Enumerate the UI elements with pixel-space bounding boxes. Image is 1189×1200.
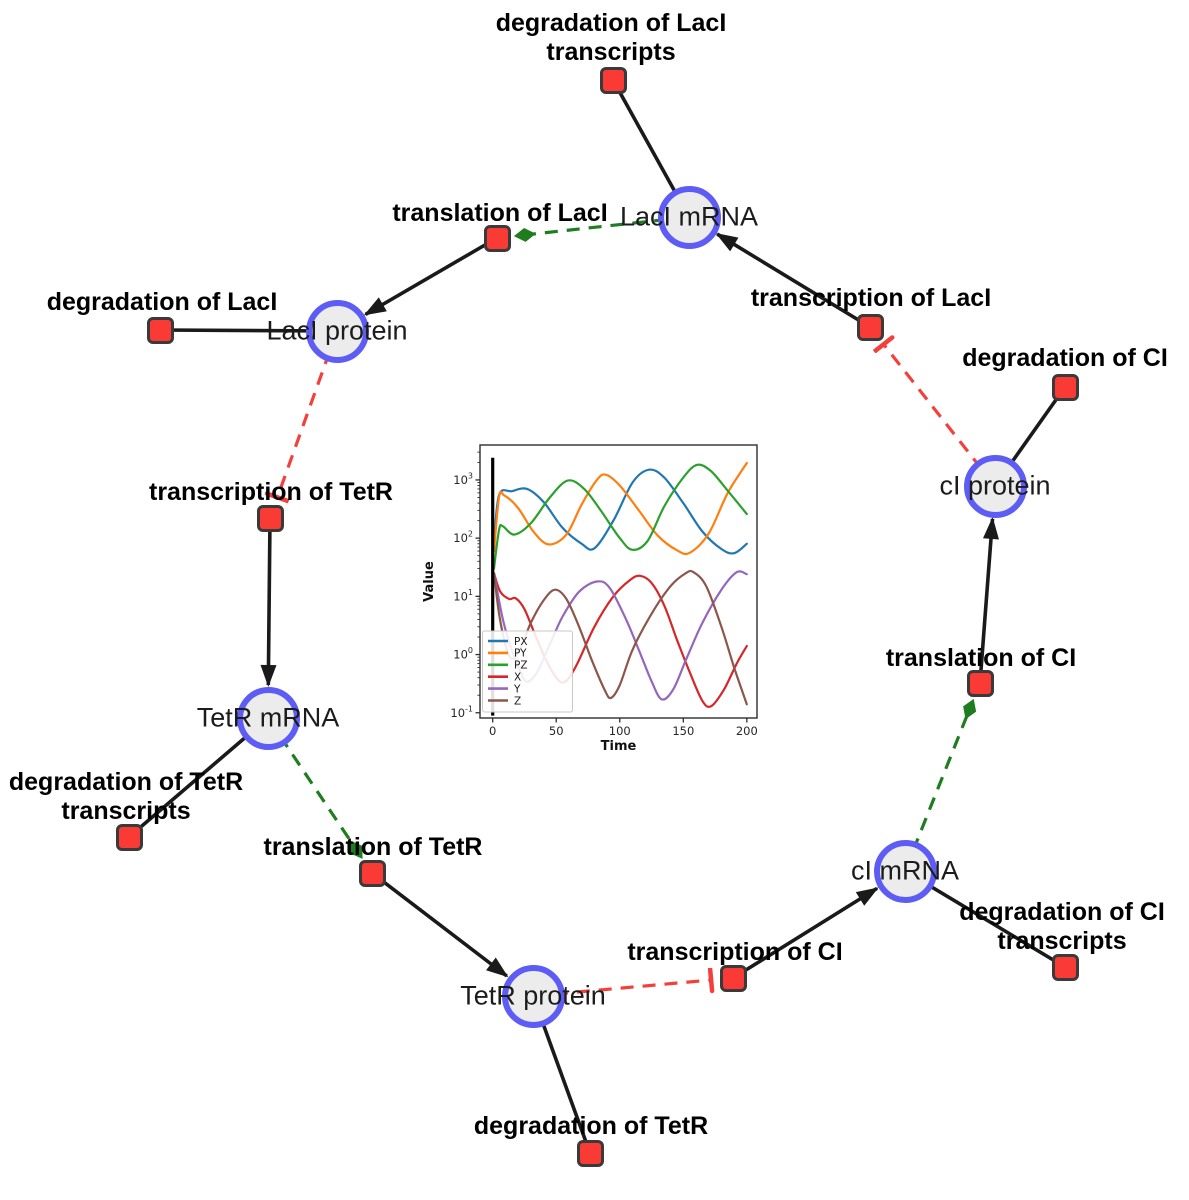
reaction-node-transcription-cI[interactable] <box>719 964 747 992</box>
reaction-node-degradation-cI-transcripts[interactable] <box>1051 953 1079 981</box>
reaction-label-line: translation of CI <box>885 644 1077 672</box>
legend-label-Z: Z <box>514 695 521 707</box>
series-line-PX <box>492 468 748 555</box>
x-tick-label: 50 <box>549 724 564 738</box>
species-label-tetR-mRNA: TetR mRNA <box>196 702 340 733</box>
series-line-PZ <box>492 463 748 570</box>
reaction-label-line: transcripts <box>61 797 191 825</box>
species-node-cI-mRNA[interactable] <box>873 839 937 903</box>
species-label-lacI-mRNA: LacI mRNA <box>619 201 759 232</box>
product-edge-translation-tetR-to-tetR-protein <box>370 871 509 978</box>
x-tick-label: 150 <box>672 724 694 738</box>
reaction-label-line: transcription of CI <box>627 938 843 966</box>
reaction-label-line: degradation of CI <box>962 344 1168 372</box>
product-edge-translation-lacI-to-lacI-protein <box>363 236 498 316</box>
species-node-tetR-protein[interactable] <box>501 964 565 1028</box>
reaction-node-transcription-tetR[interactable] <box>256 504 284 532</box>
species-label-lacI-protein: LacI protein <box>266 315 408 346</box>
reaction-label-degradation-cI: degradation of CI <box>962 344 1168 373</box>
product-edge-transcription-tetR-to-tetR-mRNA <box>260 517 277 687</box>
reaction-label-translation-lacI: translation of LacI <box>392 199 607 228</box>
reaction-label-translation-cI: translation of CI <box>886 644 1076 673</box>
species-node-cI-protein[interactable] <box>963 454 1027 518</box>
reaction-node-degradation-cI[interactable] <box>1051 373 1079 401</box>
legend-label-PY: PY <box>514 648 527 660</box>
reaction-label-line: transcription of LacI <box>750 284 992 312</box>
reaction-label-line: degradation of TetR <box>473 1112 709 1140</box>
y-axis-title: Value <box>422 561 437 602</box>
legend-label-Y: Y <box>513 683 521 695</box>
timecourse-plot: 0 50 100 150 20010-1100101102103TimeValuePXP… <box>422 444 758 754</box>
reaction-label-line: degradation of TetR <box>8 768 244 796</box>
product-edge-transcription-cI-to-cI-mRNA <box>732 886 879 980</box>
reaction-node-degradation-tetR-transcripts[interactable] <box>115 823 143 851</box>
reaction-label-degradation-tetR: degradation of TetR <box>474 1112 708 1141</box>
legend-label-PX: PX <box>514 636 528 648</box>
reaction-label-line: transcripts <box>546 38 676 66</box>
x-axis-title: Time <box>601 739 637 754</box>
reaction-label-transcription-lacI: transcription of LacI <box>751 284 991 313</box>
reaction-label-line: translation of TetR <box>263 833 483 861</box>
x-tick-label: 100 <box>609 724 631 738</box>
legend-label-PZ: PZ <box>514 660 528 672</box>
species-node-lacI-mRNA[interactable] <box>657 185 721 249</box>
reaction-label-line: degradation of LacI <box>495 9 727 37</box>
species-node-tetR-mRNA[interactable] <box>236 686 300 750</box>
reaction-node-degradation-tetR[interactable] <box>576 1139 604 1167</box>
reaction-label-transcription-tetR: transcription of TetR <box>149 478 393 507</box>
species-label-cI-protein: cI protein <box>939 470 1051 501</box>
reaction-label-transcription-cI: transcription of CI <box>627 938 842 967</box>
legend-label-X: X <box>514 672 521 684</box>
reaction-label-degradation-cI-transcripts: degradation of CI transcripts <box>959 898 1165 956</box>
species-label-tetR-protein: TetR protein <box>460 980 606 1011</box>
series-line-X <box>492 572 748 708</box>
species-node-lacI-protein[interactable] <box>305 299 369 363</box>
reaction-node-transcription-lacI[interactable] <box>856 313 884 341</box>
reaction-node-degradation-lacI-transcripts[interactable] <box>599 66 627 94</box>
reaction-label-line: transcripts <box>997 927 1127 955</box>
reaction-node-translation-lacI[interactable] <box>483 224 511 252</box>
product-edge-translation-cI-to-cI-protein <box>978 516 999 684</box>
reaction-label-degradation-lacI-transcripts: degradation of LacI transcripts <box>496 9 727 67</box>
series-line-PY <box>492 461 748 556</box>
x-tick-label: 200 <box>736 724 758 738</box>
reaction-label-degradation-tetR-transcripts: degradation of TetR transcripts <box>9 768 243 826</box>
reaction-node-degradation-lacI[interactable] <box>146 316 174 344</box>
reaction-label-translation-tetR: translation of TetR <box>264 833 483 862</box>
reaction-label-line: translation of LacI <box>392 199 608 227</box>
reaction-label-line: degradation of CI <box>959 898 1165 926</box>
reaction-label-degradation-lacI: degradation of LacI <box>47 288 278 317</box>
x-tick-label: 0 <box>489 724 496 738</box>
reaction-node-translation-tetR[interactable] <box>358 859 386 887</box>
reaction-label-line: degradation of LacI <box>46 288 278 316</box>
plot-legend-box <box>482 630 573 713</box>
reaction-label-line: transcription of TetR <box>149 478 393 506</box>
reaction-node-translation-cI[interactable] <box>966 669 994 697</box>
species-label-cI-mRNA: cI mRNA <box>851 855 959 886</box>
product-edge-transcription-lacI-to-lacI-mRNA <box>715 232 871 329</box>
